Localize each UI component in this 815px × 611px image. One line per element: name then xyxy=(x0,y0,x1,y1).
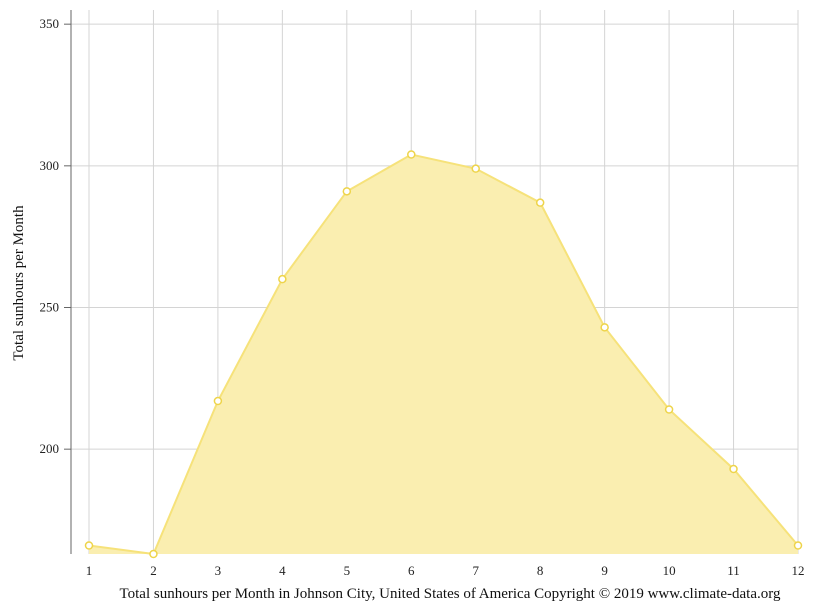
x-tick-label-7: 7 xyxy=(472,563,479,578)
x-tick-label-4: 4 xyxy=(279,563,286,578)
x-tick-label-6: 6 xyxy=(408,563,415,578)
data-point-month-3 xyxy=(213,396,223,406)
x-tick-label-12: 12 xyxy=(792,563,805,578)
data-point-month-4 xyxy=(278,274,287,284)
y-tick-label-250: 250 xyxy=(40,300,60,315)
x-axis-title: Total sunhours per Month in Johnson City… xyxy=(120,586,781,602)
y-tick-label-350: 350 xyxy=(40,16,60,31)
x-tick-label-10: 10 xyxy=(663,563,676,578)
y-tick-label-200: 200 xyxy=(40,441,60,456)
data-point-month-12 xyxy=(793,541,803,550)
x-tick-label-8: 8 xyxy=(537,563,544,578)
y-axis-title: Total sunhours per Month xyxy=(11,205,27,361)
x-tick-label-5: 5 xyxy=(344,563,351,578)
data-points xyxy=(84,150,803,559)
x-tick-label-1: 1 xyxy=(86,563,93,578)
x-tick-label-3: 3 xyxy=(215,563,222,578)
data-point-month-7 xyxy=(471,164,480,173)
data-point-month-11 xyxy=(729,464,738,474)
data-point-month-5 xyxy=(342,187,352,196)
data-point-month-6 xyxy=(407,150,416,159)
data-point-month-2 xyxy=(149,549,158,559)
data-point-month-10 xyxy=(664,405,674,414)
x-tick-label-2: 2 xyxy=(150,563,157,578)
y-tick-label-300: 300 xyxy=(40,158,60,173)
y-axis-ticks: 200 250 300 350 xyxy=(40,16,71,456)
data-point-month-8 xyxy=(535,198,545,207)
sunhours-line xyxy=(88,153,799,556)
x-axis-ticks: 1 2 3 4 5 6 7 8 9 10 11 12 xyxy=(86,563,805,578)
x-tick-label-9: 9 xyxy=(601,563,608,578)
x-tick-label-11: 11 xyxy=(727,563,740,578)
data-point-month-9 xyxy=(600,323,609,332)
data-point-month-1 xyxy=(84,541,94,550)
sunhours-area xyxy=(89,154,798,554)
